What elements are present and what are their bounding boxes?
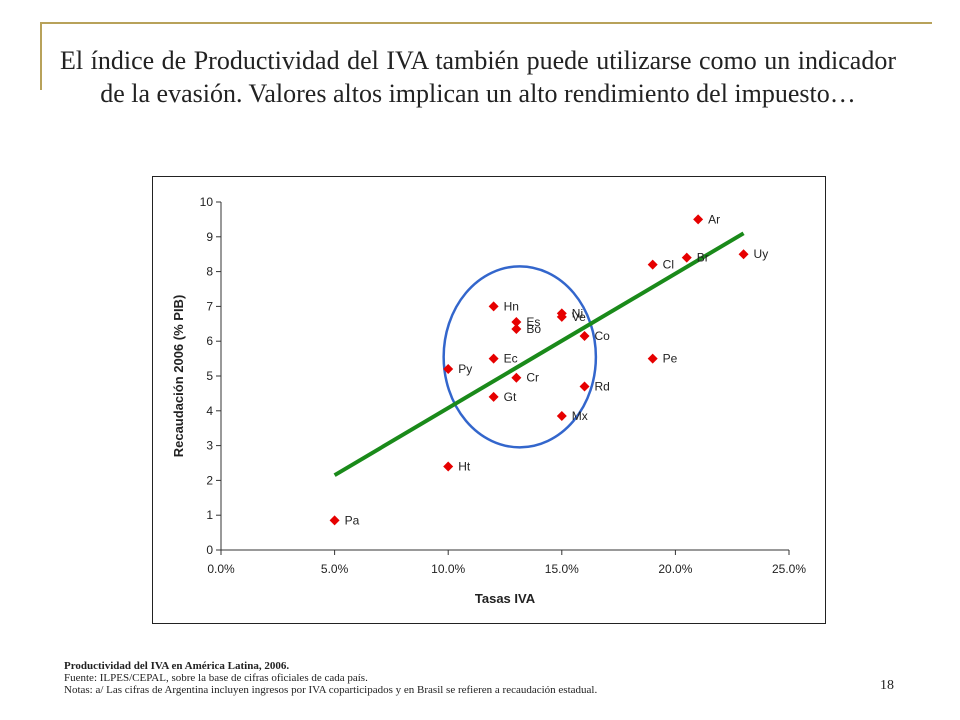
slide-footer: Productividad del IVA en América Latina,…: [64, 660, 824, 696]
data-label-ht: Ht: [458, 459, 471, 473]
footer-caption: Productividad del IVA en América Latina,…: [64, 660, 290, 672]
data-label-ar: Ar: [708, 212, 720, 226]
data-label-mx: Mx: [572, 409, 588, 423]
data-point-co: [579, 330, 590, 341]
y-tick-label: 1: [206, 508, 213, 522]
x-tick-label: 10.0%: [431, 562, 465, 576]
data-label-hn: Hn: [504, 299, 519, 313]
y-tick-label: 7: [206, 299, 213, 313]
y-axis-label: Recaudación 2006 (% PIB): [171, 295, 186, 458]
x-axis-label: Tasas IVA: [475, 591, 536, 606]
footer-source: Fuente: ILPES/CEPAL, sobre la base de ci…: [64, 672, 368, 684]
y-tick-label: 6: [206, 334, 213, 348]
data-point-bo: [511, 324, 522, 335]
y-tick-label: 10: [200, 195, 214, 209]
highlight-circle: [442, 265, 598, 449]
y-tick-label: 9: [206, 230, 213, 244]
data-label-ni: Ni: [572, 306, 583, 320]
trendline: [333, 231, 745, 477]
x-tick-label: 5.0%: [321, 562, 349, 576]
data-label-co: Co: [595, 329, 611, 343]
footer-notes: Notas: a/ Las cifras de Argentina incluy…: [64, 684, 598, 696]
data-point-ar: [693, 214, 704, 225]
data-label-pa: Pa: [345, 513, 360, 527]
data-label-ve: Ve: [572, 310, 586, 324]
y-tick-label: 0: [206, 543, 213, 557]
data-point-cl: [647, 259, 658, 270]
x-tick-label: 0.0%: [207, 562, 235, 576]
data-point-pa: [329, 515, 340, 526]
data-point-pe: [647, 353, 658, 364]
data-label-pe: Pe: [663, 352, 678, 366]
x-tick-label: 15.0%: [545, 562, 579, 576]
data-point-cr: [511, 372, 522, 383]
data-label-es: Es: [526, 315, 540, 329]
x-tick-label: 25.0%: [772, 562, 806, 576]
title-rule-top: [40, 22, 932, 24]
data-point-ht: [443, 461, 454, 472]
data-point-hn: [488, 301, 499, 312]
y-tick-label: 3: [206, 439, 213, 453]
y-tick-label: 5: [206, 369, 213, 383]
data-point-ec: [488, 353, 499, 364]
slide-title: El índice de Productividad del IVA tambi…: [60, 46, 896, 108]
data-label-uy: Uy: [754, 247, 769, 261]
data-label-cr: Cr: [526, 371, 539, 385]
page-number: 18: [880, 678, 894, 693]
data-point-uy: [738, 249, 749, 260]
data-label-bo: Bo: [526, 322, 541, 336]
title-rule-left: [40, 22, 42, 90]
data-point-ve: [556, 311, 567, 322]
data-label-rd: Rd: [595, 379, 610, 393]
data-point-rd: [579, 381, 590, 392]
data-label-gt: Gt: [504, 390, 517, 404]
x-tick-label: 20.0%: [658, 562, 692, 576]
y-tick-label: 2: [206, 473, 213, 487]
data-point-mx: [556, 411, 567, 422]
data-label-br: Br: [697, 251, 709, 265]
scatter-chart: 0 1 2 3 4 5 6 7 8 9 10 0.0% 5.0% 10.0% 15.0% 20.0% 25.0%…: [152, 176, 826, 624]
data-point-br: [681, 252, 692, 263]
data-label-cl: Cl: [663, 258, 674, 272]
chart-svg: 0 1 2 3 4 5 6 7 8 9 10 0.0% 5.0% 10.0% 15.0% 20.0% 25.0%…: [171, 195, 806, 606]
data-label-py: Py: [458, 362, 472, 376]
y-tick-label: 8: [206, 265, 213, 279]
data-point-es: [511, 317, 522, 328]
data-point-py: [443, 364, 454, 375]
data-label-ec: Ec: [504, 352, 518, 366]
data-point-gt: [488, 391, 499, 402]
y-tick-label: 4: [206, 404, 213, 418]
